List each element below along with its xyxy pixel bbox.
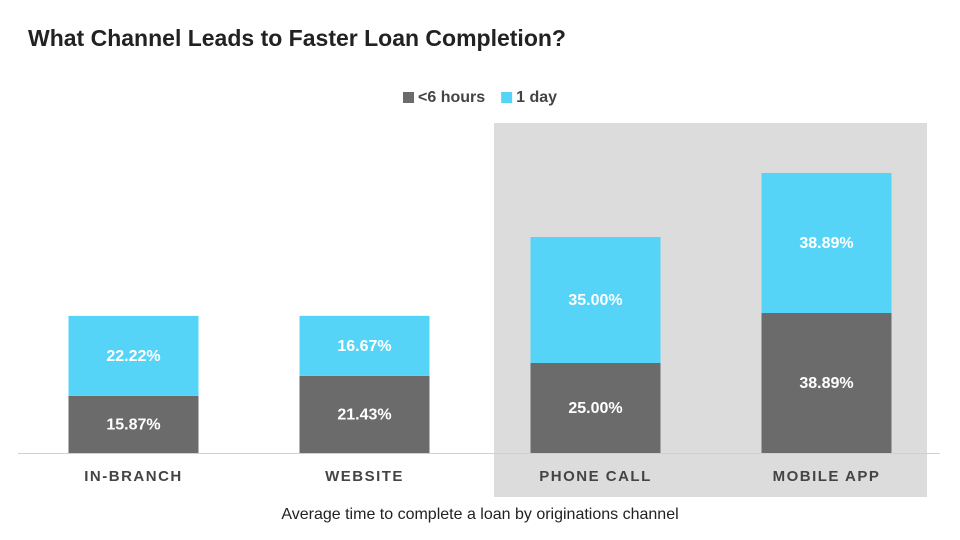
legend-label: 1 day — [516, 89, 557, 106]
bar-segment — [530, 363, 661, 453]
data-label: 38.89% — [799, 375, 853, 392]
bar-segment — [299, 315, 430, 376]
bar-segment — [761, 312, 892, 453]
legend-swatch — [403, 92, 414, 103]
data-label: 25.00% — [568, 400, 622, 417]
data-label: 16.67% — [337, 338, 391, 355]
bar-segment — [530, 237, 661, 363]
bar-segment — [299, 375, 430, 453]
bar-segment — [68, 315, 199, 396]
data-label: 15.87% — [106, 417, 160, 434]
data-label: 22.22% — [106, 348, 160, 365]
x-tick-label: MOBILE APP — [773, 468, 881, 485]
x-tick-label: IN-BRANCH — [84, 468, 183, 485]
legend-label: <6 hours — [418, 89, 485, 106]
x-tick-label: WEBSITE — [325, 468, 404, 485]
data-label: 21.43% — [337, 407, 391, 424]
x-tick-label: PHONE CALL — [539, 468, 652, 485]
chart-title: What Channel Leads to Faster Loan Comple… — [28, 25, 566, 51]
legend-swatch — [501, 92, 513, 103]
data-label: 35.00% — [568, 292, 622, 309]
caption: Average time to complete a loan by origi… — [281, 506, 678, 523]
legend: <6 hours 1 day — [403, 89, 557, 106]
bar-segment — [68, 395, 199, 453]
data-label: 38.89% — [799, 235, 853, 252]
bar-segment — [761, 172, 892, 313]
